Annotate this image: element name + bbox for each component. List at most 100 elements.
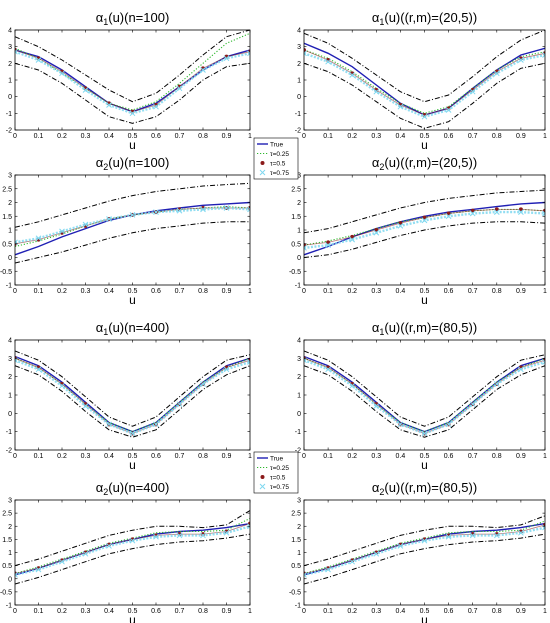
title-prefix: α <box>96 155 104 170</box>
data-point-3-1 <box>35 235 42 242</box>
x-tick-label: 0.9 <box>222 133 232 140</box>
x-axis-label: u <box>129 293 136 307</box>
data-point-3-1 <box>325 366 331 373</box>
data-point-3-8 <box>200 532 206 539</box>
data-point-3-3 <box>373 229 380 236</box>
y-tick-label: 4 <box>297 28 301 35</box>
title-suffix: (u)(n=400) <box>108 320 169 335</box>
title-suffix: (u)(n=100) <box>108 155 169 170</box>
x-tick-label: 0 <box>13 608 17 615</box>
title-subscript: 1 <box>379 327 384 337</box>
title-prefix: α <box>372 10 380 25</box>
series-line-band-4 <box>304 30 545 103</box>
y-tick-label: 2 <box>8 374 12 381</box>
x-tick-label: 0.7 <box>468 133 478 140</box>
x-tick-label: 0.1 <box>34 453 44 460</box>
x-tick-label: 1 <box>248 453 252 460</box>
series-line-band-5 <box>304 221 545 258</box>
x-tick-label: 0.6 <box>151 133 161 140</box>
title-subscript: 1 <box>379 17 384 27</box>
data-point-3-7 <box>176 401 183 408</box>
x-tick-label: 0.4 <box>104 608 114 615</box>
series-line-true-0 <box>15 355 250 433</box>
x-tick-label: 1 <box>248 133 252 140</box>
x-tick-label: 0.3 <box>371 133 381 140</box>
data-point-3-6 <box>445 533 452 540</box>
data-point-3-8 <box>493 381 500 387</box>
series-line-05-2 <box>15 357 250 434</box>
x-tick-label: 1 <box>543 133 547 140</box>
x-tick-label: 0.7 <box>468 453 478 460</box>
data-point-3-6 <box>153 209 159 215</box>
x-tick-label: 0.5 <box>128 453 138 460</box>
chart-panel-5: α1(u)(n=400)0 0.1 0.2 0.3 0.4 0.5 0.6 0.7 0.8 0.9… <box>6 320 252 472</box>
x-axis-label: u <box>421 138 428 152</box>
y-tick-label: 1 <box>8 550 12 557</box>
chart-panel-8: α2(u)((r,m)=(80,5))0 0.1 0.2 0.3 0.4 0.5 0.6 0.… <box>289 480 547 623</box>
x-tick-label: 0.1 <box>323 453 333 460</box>
x-tick-label: 0.7 <box>175 288 185 295</box>
data-point-3-4 <box>106 543 112 549</box>
x-tick-label: 0.8 <box>198 133 208 140</box>
y-tick-label: -2 <box>295 128 301 135</box>
y-tick-label: -1 <box>295 429 301 436</box>
x-tick-label: 0 <box>302 453 306 460</box>
data-point-3-9 <box>518 529 524 536</box>
data-point-2-5 <box>422 215 427 220</box>
y-tick-label: 2.5 <box>2 511 12 518</box>
y-tick-label: 2 <box>8 61 12 68</box>
data-point-3-3 <box>82 403 89 409</box>
data-point-3-1 <box>325 58 331 65</box>
x-tick-label: 0.6 <box>444 453 454 460</box>
y-tick-label: 2 <box>297 200 301 207</box>
data-point-3-2 <box>59 382 65 389</box>
x-tick-label: 0.3 <box>371 288 381 295</box>
x-tick-label: 0.5 <box>420 453 430 460</box>
y-tick-label: 0 <box>297 411 301 418</box>
data-point-3-7 <box>176 207 183 214</box>
title-prefix: α <box>96 10 104 25</box>
series-line-band-5 <box>304 62 545 129</box>
y-tick-label: -0.5 <box>289 269 301 276</box>
x-tick-label: 0.9 <box>516 133 526 140</box>
x-axis-label: u <box>421 613 428 623</box>
data-point-3-3 <box>373 88 380 95</box>
series-group <box>15 182 250 264</box>
y-tick-label: -1 <box>6 429 12 436</box>
x-tick-label: 0.7 <box>175 133 185 140</box>
data-point-3-8 <box>200 206 206 213</box>
data-point-3-10 <box>542 524 545 531</box>
y-tick-label: -1 <box>295 283 301 290</box>
y-tick-label: 0 <box>297 255 301 262</box>
x-tick-label: 0.9 <box>222 453 232 460</box>
x-tick-label: 0.3 <box>371 608 381 615</box>
series-line-band-5 <box>15 533 250 585</box>
x-tick-label: 0 <box>13 133 17 140</box>
series-line-true-0 <box>304 42 545 116</box>
legend-2: True τ=0.25 τ=0.5 τ=0.75 <box>253 451 299 494</box>
series-line-band-5 <box>15 62 250 124</box>
title-prefix: α <box>96 480 104 495</box>
legend-label: τ=0.75 <box>270 484 289 491</box>
data-point-3-10 <box>247 523 250 530</box>
y-tick-label: 0.5 <box>2 563 12 570</box>
data-point-3-4 <box>397 421 404 428</box>
data-point-3-9 <box>223 55 230 62</box>
y-tick-label: -2 <box>6 128 12 135</box>
series-line-band-4 <box>304 189 545 234</box>
x-tick-label: 0.6 <box>444 288 454 295</box>
x-tick-label: 0.1 <box>34 288 44 295</box>
data-point-3-5 <box>129 430 136 437</box>
data-point-2-8 <box>494 207 499 212</box>
data-point-2-6 <box>446 211 451 216</box>
x-tick-label: 0.8 <box>198 608 208 615</box>
x-tick-label: 0.9 <box>222 288 232 295</box>
x-tick-label: 1 <box>543 608 547 615</box>
series-line-025-1 <box>15 517 250 575</box>
x-tick-label: 0.8 <box>492 453 502 460</box>
series-line-075-3 <box>304 526 545 576</box>
chart-title: α2(u)((r,m)=(80,5)) <box>372 480 477 497</box>
x-tick-label: 0.8 <box>492 133 502 140</box>
legend-swatch <box>259 483 266 490</box>
data-point-2-3 <box>374 228 379 232</box>
